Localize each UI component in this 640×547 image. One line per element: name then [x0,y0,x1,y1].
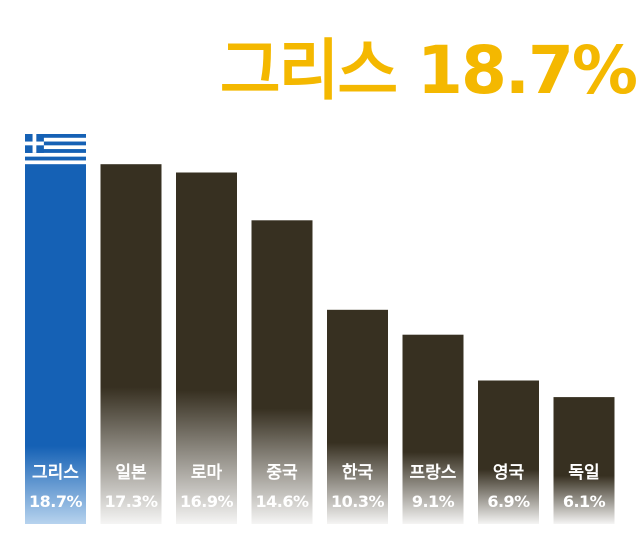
bar [478,380,539,524]
value-label: 18.7% [29,492,82,511]
value-label: 17.3% [104,492,157,511]
bar [327,309,388,524]
category-label: 일본 [115,463,147,483]
bar [100,164,162,524]
bar [402,334,464,524]
value-label: 6.1% [563,492,606,511]
value-label: 6.9% [487,492,530,511]
bar [251,220,313,525]
category-label: 한국 [342,463,374,483]
value-label: 14.6% [255,492,308,511]
headline-title: 그리스 18.7% [219,32,638,109]
category-label: 로마 [191,463,223,483]
value-label: 16.9% [180,492,233,511]
category-label: 영국 [493,463,525,483]
category-label: 프랑스 [410,463,457,483]
category-label: 독일 [568,463,599,483]
bar [553,397,615,524]
value-label: 9.1% [412,492,455,511]
greece-flag-icon [25,134,86,169]
bar-highlight [25,135,86,524]
category-label: 중국 [266,463,298,483]
category-label: 그리스 [32,463,79,483]
value-label: 10.3% [331,492,384,511]
bar [176,172,237,524]
